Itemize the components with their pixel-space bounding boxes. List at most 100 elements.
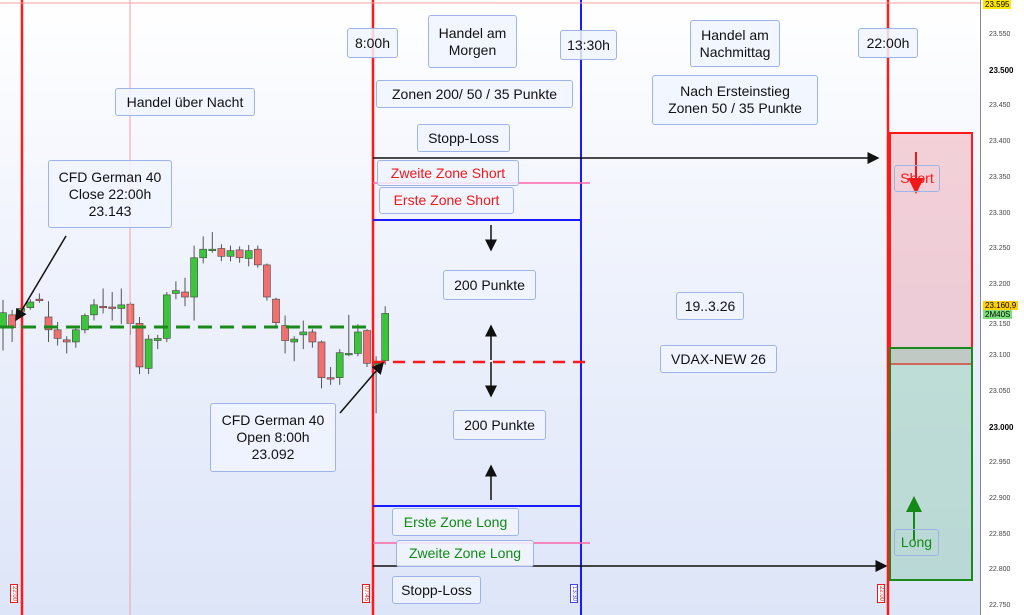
candle-up bbox=[381, 313, 390, 361]
time-label-2200: 22:00h bbox=[858, 28, 918, 58]
points-bottom-label: 200 Punkte bbox=[453, 410, 546, 440]
time-marker-2200-prev: 22:00 bbox=[10, 584, 18, 604]
candle-up bbox=[81, 315, 89, 331]
first-zone-short-text: Erste Zone Short bbox=[393, 192, 500, 208]
candle-down bbox=[108, 306, 116, 309]
candle-down bbox=[35, 298, 44, 301]
close-callout-value: 23.143 bbox=[88, 202, 132, 219]
candle-down bbox=[62, 339, 71, 343]
candle-up bbox=[335, 352, 344, 378]
open-callout-line1: CFD German 40 bbox=[221, 412, 325, 428]
stop-loss-top-text: Stopp-Loss bbox=[428, 129, 499, 146]
zones-morning-label: Zonen 200/ 50 / 35 Punkte bbox=[376, 80, 573, 108]
candle-up bbox=[344, 353, 353, 356]
candle-up bbox=[163, 294, 171, 339]
price-tick-label: 22.950 bbox=[989, 459, 1011, 467]
long-zone-box bbox=[889, 347, 973, 581]
afternoon-line2: Nachmittag bbox=[699, 43, 771, 60]
candle-down bbox=[235, 249, 244, 259]
price-axis[interactable]: 23.595 23.160,9 2M40S 23.550 23.500 23.450… bbox=[980, 0, 1024, 615]
price-tick-label: 23.000 bbox=[989, 422, 1014, 432]
zones-afternoon-label: Nach Ersteinstieg Zonen 50 / 35 Punkte bbox=[652, 75, 818, 125]
short-text: Short bbox=[900, 170, 934, 186]
zones-afternoon-line2: Zonen 50 / 35 Punkte bbox=[668, 100, 802, 116]
candle-down bbox=[53, 329, 62, 339]
candle-up bbox=[72, 329, 80, 343]
price-tick-label: 23.100 bbox=[989, 352, 1011, 360]
candle-up bbox=[0, 312, 7, 328]
candle-down bbox=[326, 377, 335, 380]
price-tick-label: 23.350 bbox=[989, 173, 1011, 181]
second-zone-long-label: Zweite Zone Long bbox=[396, 540, 534, 567]
candle-down bbox=[217, 248, 226, 257]
candle-up bbox=[117, 304, 126, 309]
candle-up bbox=[226, 250, 235, 257]
time-marker-2200: 22:00 bbox=[877, 584, 885, 604]
price-tick-label: 23.450 bbox=[989, 102, 1011, 110]
open-callout-arrow bbox=[339, 361, 384, 414]
price-tick-label: 22.900 bbox=[989, 494, 1011, 502]
price-tick-label: 23.200 bbox=[989, 280, 1011, 288]
candle-down bbox=[263, 264, 271, 298]
second-zone-short-text: Zweite Zone Short bbox=[390, 164, 506, 181]
price-tick-label: 23.400 bbox=[989, 138, 1011, 146]
time-1330-text: 13:30h bbox=[567, 36, 610, 53]
close-callout-line1: CFD German 40 bbox=[58, 168, 162, 185]
close-callout-line2: Close 22:00h bbox=[68, 185, 152, 202]
afternoon-line1: Handel am bbox=[701, 26, 769, 43]
candle-up bbox=[244, 250, 253, 259]
stop-loss-top-label: Stopp-Loss bbox=[417, 124, 510, 152]
candle-up bbox=[290, 338, 299, 343]
first-zone-long-text: Erste Zone Long bbox=[403, 513, 508, 530]
candle-up bbox=[199, 248, 207, 259]
candle-up bbox=[144, 338, 153, 369]
price-tick-label: 23.300 bbox=[989, 209, 1011, 217]
candle-down bbox=[363, 330, 371, 364]
candle-up bbox=[299, 331, 308, 336]
open-callout-line2: Open 8:00h bbox=[236, 429, 310, 445]
first-zone-short-label: Erste Zone Short bbox=[379, 187, 514, 214]
points-top-label: 200 Punkte bbox=[443, 270, 536, 300]
open-callout: CFD German 40 Open 8:00h 23.092 bbox=[210, 403, 336, 472]
candles bbox=[0, 232, 390, 414]
candle-down bbox=[44, 316, 53, 331]
price-tick-label: 23.550 bbox=[989, 31, 1011, 39]
zones-morning-text: Zonen 200/ 50 / 35 Punkte bbox=[391, 85, 557, 102]
price-tick-label: 22.850 bbox=[989, 530, 1011, 538]
long-text: Long bbox=[900, 534, 933, 550]
candle-up bbox=[190, 257, 198, 298]
price-tick-label: 23.050 bbox=[989, 387, 1011, 395]
time-label-1330: 13:30h bbox=[560, 30, 617, 60]
short-label: Short bbox=[894, 165, 940, 192]
current-price-badge: 23.160,9 bbox=[983, 301, 1019, 310]
points-bottom-text: 200 Punkte bbox=[464, 416, 535, 433]
morning-line1: Handel am bbox=[438, 24, 507, 41]
top-price-badge: 23.595 bbox=[983, 0, 1012, 9]
price-tick-label: 22.800 bbox=[989, 566, 1011, 574]
close-callout-arrow bbox=[15, 235, 67, 322]
candle-down bbox=[281, 325, 289, 341]
price-chart bbox=[0, 0, 980, 615]
second-zone-short-label: Zweite Zone Short bbox=[377, 160, 519, 186]
overnight-label: Handel über Nacht bbox=[115, 88, 255, 116]
morning-label: Handel am Morgen bbox=[428, 15, 517, 68]
candle-down bbox=[135, 323, 144, 368]
second-zone-long-text: Zweite Zone Long bbox=[408, 545, 522, 561]
price-tick-label: 23.500 bbox=[989, 65, 1014, 75]
vdax-text: VDAX-NEW 26 bbox=[671, 350, 766, 367]
stop-loss-bottom-text: Stopp-Loss bbox=[401, 581, 472, 598]
candle-timer-badge: 2M40S bbox=[983, 310, 1013, 319]
short-zone-box bbox=[889, 132, 973, 365]
candle-down bbox=[99, 305, 107, 309]
vdax-label: VDAX-NEW 26 bbox=[660, 345, 777, 373]
first-zone-long-label: Erste Zone Long bbox=[392, 508, 519, 536]
date-text: 19..3.26 bbox=[684, 297, 736, 314]
candle-up bbox=[354, 331, 362, 354]
candle-up bbox=[153, 338, 162, 341]
candle-up bbox=[172, 290, 180, 294]
stop-loss-bottom-label: Stopp-Loss bbox=[392, 576, 481, 604]
points-top-text: 200 Punkte bbox=[454, 276, 525, 293]
price-tick-label: 22.750 bbox=[989, 602, 1011, 609]
candle-down bbox=[272, 298, 280, 323]
